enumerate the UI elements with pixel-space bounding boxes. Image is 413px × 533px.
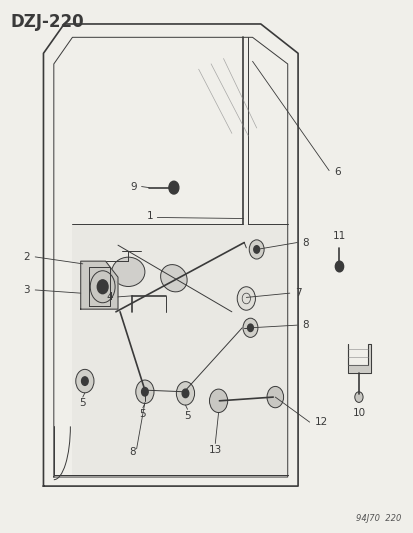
Circle shape [266,386,283,408]
Text: 3: 3 [23,285,30,295]
Circle shape [253,246,259,253]
Circle shape [242,318,257,337]
Text: 11: 11 [332,231,345,241]
Polygon shape [72,224,287,475]
Polygon shape [347,344,370,373]
Circle shape [249,240,263,259]
Text: 10: 10 [351,408,365,418]
Circle shape [210,390,226,411]
Circle shape [76,369,94,393]
Circle shape [209,389,227,413]
Text: 7: 7 [294,288,301,298]
Circle shape [176,382,194,405]
Text: 8: 8 [301,320,308,330]
Text: 2: 2 [23,252,30,262]
Text: 8: 8 [129,447,135,457]
Text: 12: 12 [314,417,327,427]
Text: DZJ-220: DZJ-220 [10,13,84,31]
Text: 8: 8 [301,238,308,247]
Text: 5: 5 [79,399,86,408]
Circle shape [335,261,343,272]
Ellipse shape [112,257,145,287]
Circle shape [169,181,178,194]
Circle shape [247,324,253,332]
Ellipse shape [160,264,187,292]
Text: 1: 1 [146,211,153,221]
Circle shape [90,271,115,303]
Circle shape [182,389,188,398]
Text: 6: 6 [334,167,340,176]
Text: 13: 13 [208,446,221,455]
Circle shape [354,392,362,402]
Circle shape [81,377,88,385]
Text: 9: 9 [130,182,136,191]
Text: 5: 5 [184,411,190,421]
Circle shape [237,287,255,310]
Text: 4: 4 [106,292,112,302]
Text: 94J70  220: 94J70 220 [355,514,401,523]
Circle shape [141,387,148,396]
Circle shape [97,280,108,294]
Polygon shape [81,261,118,309]
Text: 5: 5 [139,409,146,419]
Circle shape [135,380,154,403]
